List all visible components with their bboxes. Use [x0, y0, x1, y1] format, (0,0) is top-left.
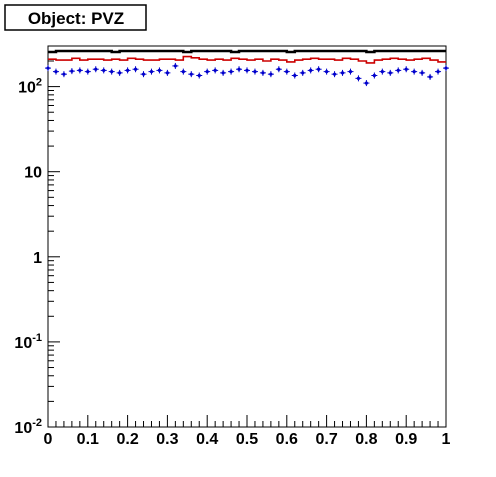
data-point: [293, 73, 297, 78]
data-point: [149, 70, 154, 74]
data-point: [46, 66, 50, 70]
data-point: [229, 70, 233, 74]
x-tick-label: 1: [442, 431, 451, 448]
data-point: [110, 70, 114, 74]
data-point: [54, 70, 58, 74]
x-tick-label: 0.3: [156, 431, 178, 448]
data-point: [62, 72, 66, 76]
data-point: [396, 68, 400, 73]
data-point: [277, 67, 281, 71]
plot-frame: [47, 45, 447, 428]
y-axis: 10-2 10-1 1 10 102: [14, 45, 60, 437]
data-point: [340, 71, 345, 75]
x-tick-label: 0.7: [315, 431, 337, 448]
data-point: [348, 70, 353, 74]
x-tick-label: 0.8: [355, 431, 377, 448]
series-layer: [45, 49, 449, 87]
y-tick-label: 1: [33, 250, 42, 267]
data-point: [213, 68, 217, 73]
data-point: [436, 70, 440, 74]
data-point: [332, 72, 337, 76]
data-point: [102, 68, 106, 73]
data-point: [444, 66, 448, 70]
data-point: [205, 70, 209, 74]
x-tick-label: 0.1: [77, 431, 99, 448]
data-point: [197, 73, 201, 78]
x-tick-label: 0: [44, 431, 53, 448]
series-0: [48, 49, 446, 54]
data-point: [181, 70, 185, 74]
data-point: [126, 68, 130, 73]
data-point: [404, 67, 408, 71]
x-axis: 0 0.1 0.2 0.3 0.4 0.5 0.6 0.7 0.8 0.9 1: [44, 415, 451, 448]
title-box: [4, 4, 147, 31]
data-point: [189, 72, 193, 76]
y-tick-label: 10-1: [14, 332, 42, 352]
data-point: [221, 71, 225, 75]
data-point: [78, 68, 82, 73]
data-point: [380, 70, 384, 74]
series-1: [48, 55, 446, 64]
data-point: [420, 71, 424, 75]
y-tick-label: 102: [18, 77, 42, 97]
x-tick-label: 0.5: [236, 431, 258, 448]
series-0-line: [48, 49, 446, 54]
x-tick-label: 0.9: [395, 431, 417, 448]
series-1-line: [48, 55, 446, 64]
data-point: [428, 75, 432, 79]
x-tick-label: 0.4: [196, 431, 218, 448]
data-point: [157, 68, 162, 73]
data-point: [261, 71, 265, 75]
data-point: [269, 72, 273, 76]
data-point: [237, 67, 241, 71]
data-point: [309, 68, 313, 73]
x-tick-label: 0.6: [276, 431, 298, 448]
data-point: [133, 67, 138, 71]
data-point: [285, 70, 289, 74]
y-tick-label: 10: [24, 165, 42, 182]
data-point: [325, 70, 329, 74]
series-2: [45, 62, 449, 87]
data-point: [301, 71, 305, 75]
data-point: [388, 71, 392, 75]
data-point: [70, 69, 74, 73]
data-point: [364, 81, 368, 85]
data-point: [94, 67, 98, 71]
data-point: [86, 70, 90, 74]
y-tick-label: 10-2: [14, 417, 42, 437]
data-point: [253, 70, 257, 74]
data-point: [141, 72, 146, 76]
data-point: [245, 68, 249, 73]
data-point: [412, 70, 416, 74]
x-tick-label: 0.2: [116, 431, 138, 448]
data-point: [356, 76, 361, 80]
data-point: [118, 71, 122, 75]
data-point: [372, 73, 376, 78]
data-point: [173, 64, 177, 68]
data-point: [165, 71, 169, 75]
chart-title: Object: PVZ: [28, 9, 124, 28]
data-point: [317, 67, 321, 71]
